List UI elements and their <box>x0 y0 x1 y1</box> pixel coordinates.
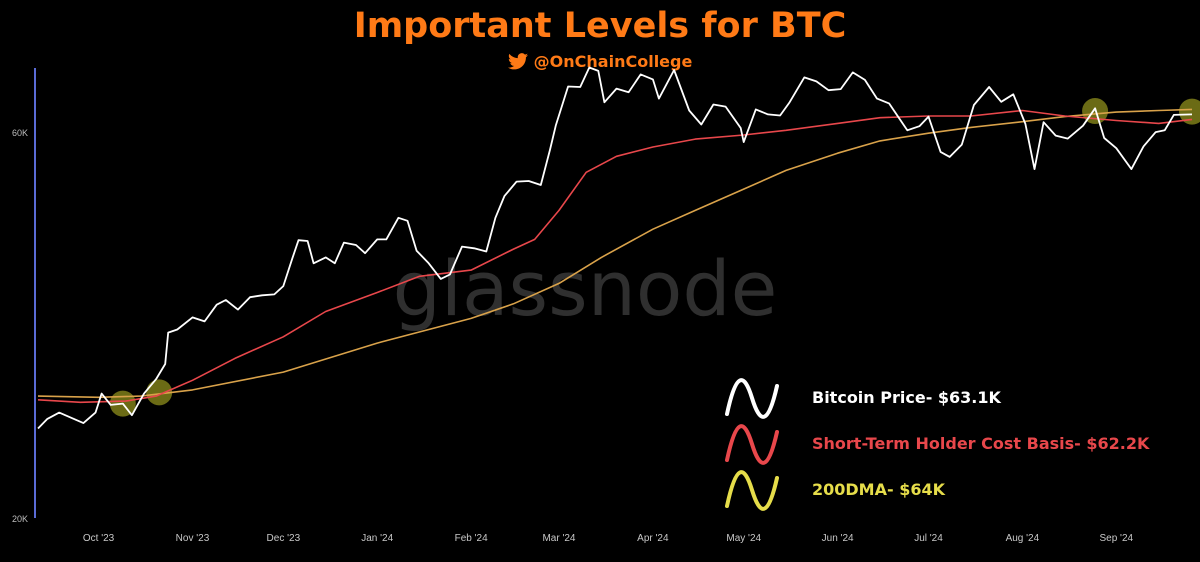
y-tick-label: 20K <box>12 514 28 524</box>
y-tick-labels: 20K 60K <box>12 128 28 524</box>
twitter-bird-icon <box>507 53 528 70</box>
legend-item-dma: 200DMA- $64K <box>722 468 1192 514</box>
x-tick-label: Feb '24 <box>455 533 488 544</box>
x-tick-label: Apr '24 <box>637 533 669 544</box>
x-tick-label: Jul '24 <box>914 533 943 544</box>
glassnode-watermark: glassnode <box>393 244 778 333</box>
highlight-circle-2 <box>146 379 173 406</box>
legend-label-price: Bitcoin Price- $63.1K <box>812 388 1001 407</box>
legend-item-sth: Short-Term Holder Cost Basis- $62.2K <box>722 422 1192 468</box>
wave-icon <box>725 424 779 465</box>
x-tick-label: Jan '24 <box>361 533 393 544</box>
highlight-circle-4 <box>1179 98 1200 125</box>
x-tick-labels: Oct '23 Nov '23 Dec '23 Jan '24 Feb '24 Mar '… <box>83 533 1134 544</box>
legend: Bitcoin Price- $63.1K Short-Term Holder … <box>722 376 1192 514</box>
chart-title: Important Levels for BTC <box>353 6 847 46</box>
legend-item-price: Bitcoin Price- $63.1K <box>722 376 1192 422</box>
legend-wave-dma <box>725 470 779 511</box>
x-tick-label: Mar '24 <box>542 533 575 544</box>
x-tick-label: Dec '23 <box>267 533 301 544</box>
series-line-200dma <box>37 108 1193 399</box>
series-lines <box>37 66 1193 430</box>
wave-icon <box>725 378 779 419</box>
wave-icon <box>725 470 779 511</box>
legend-label-sth: Short-Term Holder Cost Basis- $62.2K <box>812 434 1150 453</box>
legend-wave-sth <box>725 424 779 465</box>
handle-text: @OnChainCollege <box>533 52 693 71</box>
twitter-handle: @OnChainCollege <box>0 52 1200 71</box>
legend-label-dma: 200DMA- $64K <box>812 480 945 499</box>
x-tick-label: Nov '23 <box>176 533 210 544</box>
y-tick-label: 60K <box>12 128 28 138</box>
x-tick-label: Oct '23 <box>83 533 115 544</box>
x-tick-label: Aug '24 <box>1006 533 1040 544</box>
series-line-sth <box>37 109 1193 404</box>
x-tick-label: Jun '24 <box>822 533 854 544</box>
x-tick-label: Sep '24 <box>1099 533 1133 544</box>
x-tick-label: May '24 <box>726 533 761 544</box>
legend-wave-price <box>725 378 779 419</box>
series-line-price <box>37 66 1193 430</box>
